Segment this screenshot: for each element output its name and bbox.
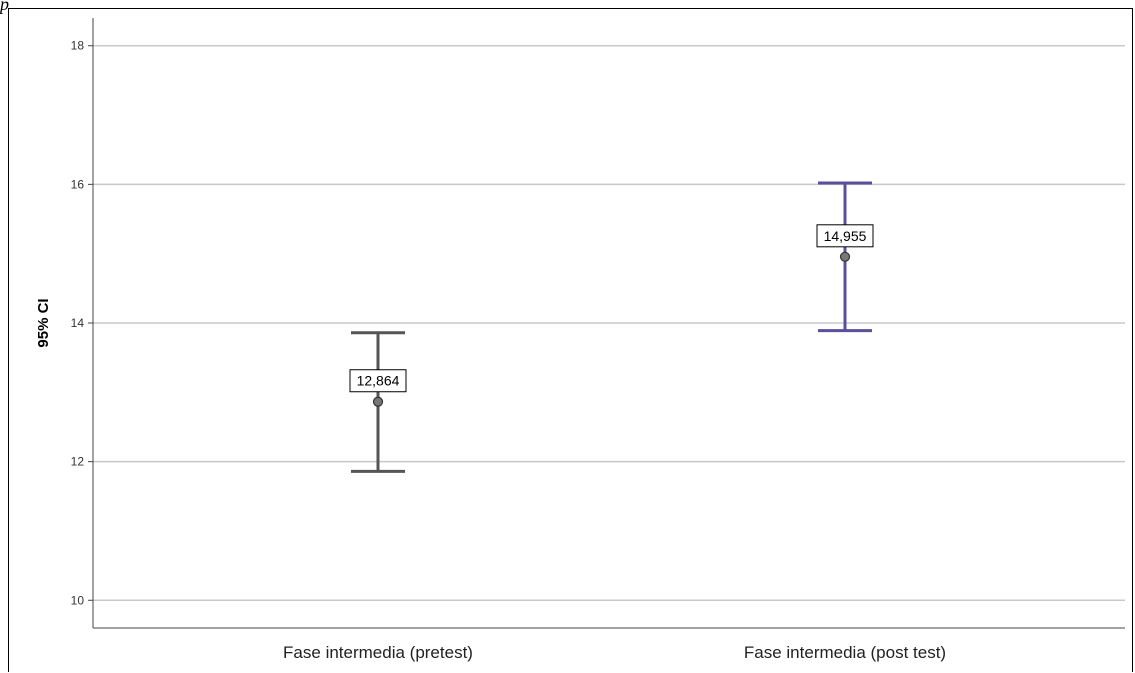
- y-axis-title: 95% CI: [35, 298, 52, 347]
- axes: [88, 18, 1125, 629]
- x-category-label-1: Fase intermedia (pretest): [283, 643, 473, 662]
- y-tick-label-10: 10: [71, 593, 85, 607]
- mean-label-box-2: [816, 224, 874, 248]
- gridlines: [93, 44, 1125, 602]
- mean-label-2: 14,955: [824, 228, 867, 244]
- error-bars: [351, 181, 872, 473]
- y-tick-label-16: 16: [71, 177, 85, 191]
- y-tick-label-14: 14: [71, 316, 85, 330]
- mean-point-1: [372, 396, 384, 407]
- y-tick-label-12: 12: [71, 455, 85, 469]
- corner-mark: p: [0, 0, 9, 14]
- y-tick-label-18: 18: [71, 39, 85, 53]
- chart-frame: [8, 8, 1133, 672]
- labels: 10 12 14 16 18 95% CI 12,864 Fase intermedia (p…: [35, 39, 946, 662]
- mean-label-1: 12,864: [357, 373, 400, 389]
- x-category-label-2: Fase intermedia (post test): [744, 643, 946, 662]
- mean-point-2: [839, 251, 851, 262]
- mean-label-box-1: [349, 369, 407, 393]
